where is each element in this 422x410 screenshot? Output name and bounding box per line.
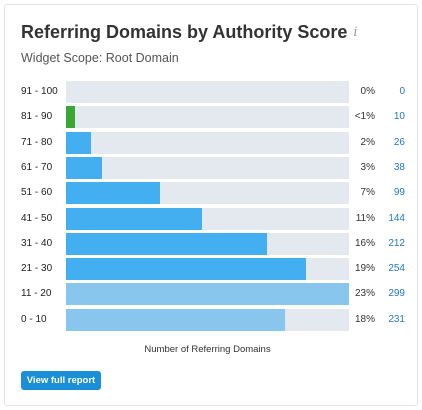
bar-track	[66, 106, 349, 129]
referring-domains-widget: Referring Domains by Authority Score i Wi…	[4, 4, 418, 406]
widget-subtitle: Widget Scope: Root Domain	[21, 51, 179, 65]
bar-row: 0 - 10 18% 231	[5, 308, 419, 331]
category-label: 81 - 90	[21, 111, 53, 123]
percent-label: 2%	[360, 136, 375, 148]
percent-label: 11%	[355, 212, 375, 224]
bar[interactable]	[66, 207, 203, 230]
category-label: 61 - 70	[21, 161, 53, 173]
bar[interactable]	[66, 131, 91, 154]
bar[interactable]	[66, 258, 307, 281]
bar-row: 31 - 40 16% 212	[5, 232, 419, 255]
percent-label: 3%	[360, 161, 375, 173]
bar-track	[66, 232, 349, 255]
category-label: 91 - 100	[21, 86, 58, 97]
bar[interactable]	[66, 106, 76, 129]
count-link[interactable]: 0	[399, 86, 405, 97]
bar-row: 81 - 90 <1% 10	[5, 106, 419, 129]
category-label: 0 - 10	[21, 313, 47, 325]
bar[interactable]	[66, 156, 102, 179]
count-link[interactable]: 26	[393, 136, 405, 148]
percent-label: 0%	[360, 86, 375, 97]
count-link[interactable]: 254	[388, 263, 405, 275]
category-label: 51 - 60	[21, 187, 53, 199]
bar[interactable]	[66, 308, 285, 331]
view-full-report-button[interactable]: View full report	[21, 371, 101, 390]
bar-track	[66, 156, 349, 179]
bar-row: 41 - 50 11% 144	[5, 207, 419, 230]
bar-row: 11 - 20 23% 299	[5, 283, 419, 306]
bar-track	[66, 131, 349, 154]
count-link[interactable]: 38	[393, 161, 405, 173]
bar-row: 51 - 60 7% 99	[5, 182, 419, 205]
bar[interactable]	[66, 283, 349, 306]
bar-row: 21 - 30 19% 254	[5, 258, 419, 281]
bar-track	[66, 308, 349, 331]
bar-track	[66, 207, 349, 230]
percent-label: 16%	[354, 237, 375, 249]
count-link[interactable]: 10	[393, 111, 405, 123]
bar[interactable]	[66, 232, 267, 255]
percent-label: <1%	[354, 111, 375, 123]
widget-title-text: Referring Domains by Authority Score	[21, 22, 348, 42]
percent-label: 23%	[354, 288, 375, 300]
category-label: 41 - 50	[21, 212, 53, 224]
category-label: 31 - 40	[21, 237, 53, 249]
bar-row: 61 - 70 3% 38	[5, 156, 419, 179]
percent-label: 7%	[360, 187, 375, 199]
x-axis-label: Number of Referring Domains	[144, 344, 271, 355]
count-link[interactable]: 144	[388, 212, 405, 224]
category-label: 11 - 20	[21, 288, 52, 300]
bar-track	[66, 283, 349, 306]
widget-title: Referring Domains by Authority Score i	[21, 22, 358, 43]
percent-label: 18%	[354, 313, 375, 325]
count-link[interactable]: 99	[393, 187, 405, 199]
count-link[interactable]: 231	[388, 313, 405, 325]
bar-row: 71 - 80 2% 26	[5, 131, 419, 154]
category-label: 21 - 30	[21, 263, 53, 275]
bar-track	[66, 182, 349, 205]
info-icon[interactable]: i	[353, 25, 358, 40]
bar-track	[66, 81, 349, 103]
bar[interactable]	[66, 182, 160, 205]
count-link[interactable]: 212	[388, 237, 405, 249]
bar-row: 91 - 100 0% 0	[5, 81, 419, 103]
bar-track	[66, 258, 349, 281]
category-label: 71 - 80	[21, 136, 53, 148]
count-link[interactable]: 299	[388, 288, 405, 300]
percent-label: 19%	[354, 263, 375, 275]
